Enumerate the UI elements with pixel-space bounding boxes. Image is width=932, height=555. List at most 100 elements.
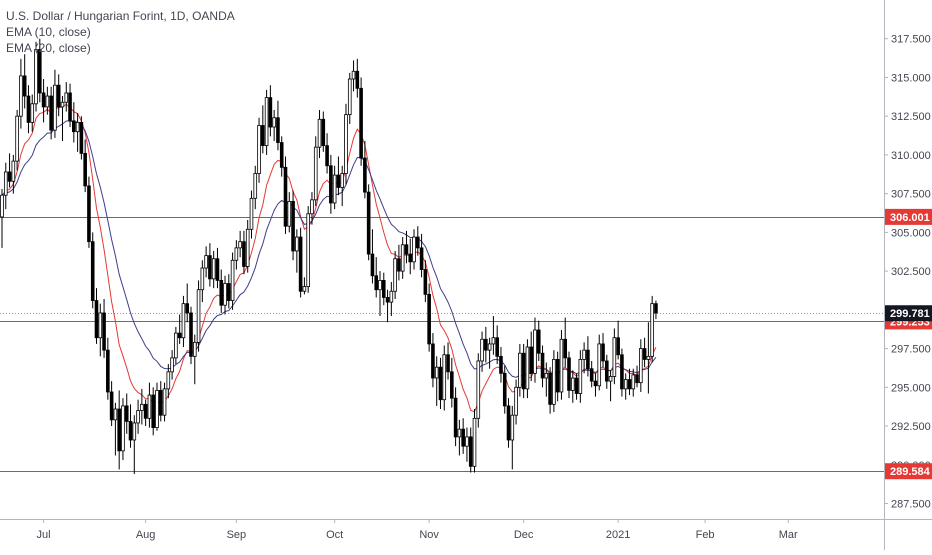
candle-body: [272, 117, 276, 128]
candle-body: [378, 280, 382, 291]
level-price-label-bg: [885, 208, 932, 225]
x-tick-label: 2021: [606, 529, 630, 541]
candle-body: [502, 372, 507, 407]
candle-body: [313, 146, 318, 201]
candle-body: [544, 372, 549, 379]
x-tick-label: Sep: [227, 529, 247, 541]
candle-body: [302, 286, 307, 292]
candle-body: [536, 329, 541, 354]
candle-body: [177, 332, 182, 339]
candle-body: [525, 346, 530, 390]
candle-body: [79, 121, 84, 154]
candle-body: [113, 408, 118, 421]
candle-body: [514, 386, 518, 416]
candle-body: [87, 185, 91, 243]
chart-title: U.S. Dollar / Hungarian Forint, 1D, OAND…: [6, 9, 235, 23]
candle-body: [453, 397, 458, 438]
candle-body: [635, 374, 639, 384]
candle-body: [355, 70, 360, 89]
candle-body: [230, 259, 235, 301]
candle-body: [264, 97, 269, 147]
candle-body: [385, 297, 390, 303]
candle-body: [94, 300, 99, 339]
candle-body: [412, 236, 416, 263]
candle-body: [578, 359, 583, 394]
candle-body: [245, 228, 250, 267]
candle-body: [332, 174, 337, 204]
candle-body: [223, 283, 227, 306]
candle-body: [499, 355, 503, 374]
candle-body: [3, 171, 8, 196]
candle-body: [257, 125, 261, 174]
candle-body: [506, 405, 511, 441]
x-tick-label: Feb: [696, 529, 715, 541]
candle-body: [45, 95, 50, 108]
candle-body: [476, 360, 481, 419]
y-tick-label: 310.000: [891, 150, 931, 162]
candle-body: [211, 258, 216, 280]
candle-body: [574, 377, 579, 394]
candle-body: [174, 332, 178, 359]
candle-body: [38, 49, 42, 94]
candle-body: [136, 410, 140, 424]
candle-body: [279, 142, 284, 168]
candle-body: [22, 75, 27, 97]
candle-body: [529, 346, 533, 374]
candle-body: [329, 165, 333, 204]
candle-body: [234, 247, 239, 261]
candle-body: [155, 390, 159, 428]
candle-body: [627, 379, 632, 390]
y-tick-label: 312.500: [891, 111, 931, 123]
candle-body: [117, 408, 121, 452]
candle-body: [325, 145, 329, 167]
candle-body: [72, 120, 76, 133]
candle-body: [419, 247, 424, 270]
candle-body: [7, 171, 12, 182]
y-tick-label: 307.500: [891, 189, 931, 201]
x-tick-label: Aug: [136, 529, 156, 541]
candle-body: [654, 303, 658, 314]
candle-body: [192, 341, 197, 357]
candle-body: [563, 338, 568, 359]
candle-body: [60, 101, 65, 108]
y-tick-label: 292.500: [891, 421, 931, 433]
candle-body: [601, 343, 605, 362]
candle-body: [170, 357, 174, 373]
candle-body: [90, 241, 95, 301]
candle-body: [109, 391, 114, 421]
candle-body: [446, 354, 450, 373]
candle-body: [200, 267, 205, 291]
candle-body: [438, 366, 443, 401]
y-tick-label: 315.000: [891, 72, 931, 84]
candle-body: [393, 258, 397, 292]
candle-body: [642, 348, 647, 360]
candle-body: [56, 84, 61, 108]
candle-body: [465, 436, 469, 447]
candle-body: [98, 312, 103, 339]
candle-body: [124, 405, 129, 422]
candle-body: [49, 95, 53, 131]
candle-body: [646, 355, 651, 360]
candle-body: [15, 115, 19, 162]
y-tick-label: 317.500: [891, 34, 931, 46]
candle-body: [457, 428, 462, 438]
candle-body: [128, 420, 133, 441]
candle-body: [495, 337, 499, 357]
candle-body: [276, 117, 280, 143]
candle-body: [147, 394, 152, 419]
candle-body: [287, 201, 292, 227]
candle-body: [468, 436, 473, 467]
candle-body: [295, 236, 299, 252]
candle-body: [540, 352, 545, 379]
candle-body: [552, 359, 556, 405]
candle-body: [567, 357, 571, 391]
y-tick-label: 302.500: [891, 266, 931, 278]
level-price-label-bg: [885, 463, 932, 480]
candle-body: [582, 349, 586, 360]
candle-body: [121, 405, 125, 452]
candle-body: [521, 352, 526, 390]
candle-body: [612, 337, 617, 377]
candle-body: [639, 348, 643, 384]
